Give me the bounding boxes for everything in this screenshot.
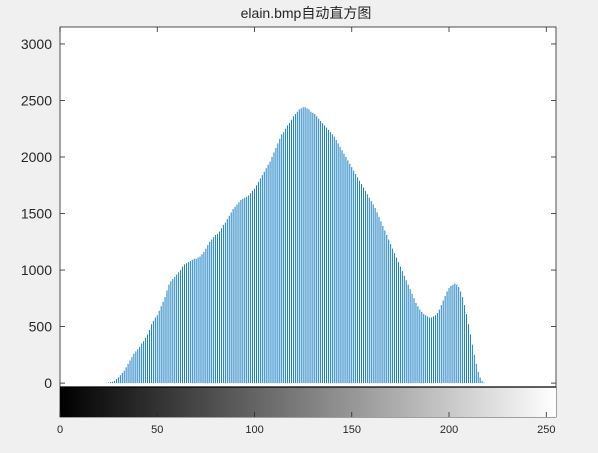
x-tick-label: 150 <box>343 424 361 436</box>
y-tick-label: 1000 <box>21 262 52 278</box>
y-tick-label: 500 <box>29 319 53 335</box>
y-tick-label: 3000 <box>21 36 52 52</box>
x-axis-ticks: 0 50 100 150 200 250 <box>57 27 555 436</box>
x-tick-label: 200 <box>440 424 458 436</box>
y-tick-label: 0 <box>44 375 52 391</box>
chart-title: elain.bmp自动直方图 <box>241 5 372 21</box>
x-tick-label: 0 <box>57 424 63 436</box>
grayscale-colorbar <box>60 387 556 417</box>
x-tick-label: 50 <box>151 424 163 436</box>
x-tick-label: 250 <box>537 424 555 436</box>
plot-area <box>59 26 557 418</box>
histogram-bars <box>106 107 485 384</box>
x-tick-label: 100 <box>245 424 263 436</box>
y-tick-label: 2500 <box>21 92 52 108</box>
y-tick-label: 1500 <box>21 206 52 222</box>
y-axis-ticks: 0 500 1000 1500 2000 2500 3000 <box>21 36 556 391</box>
y-tick-label: 2000 <box>21 149 52 165</box>
